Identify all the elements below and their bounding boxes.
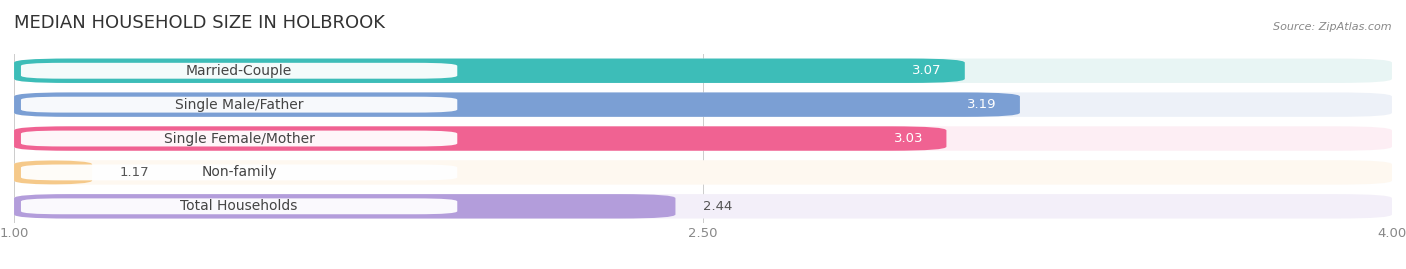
Text: Married-Couple: Married-Couple	[186, 64, 292, 78]
Text: Source: ZipAtlas.com: Source: ZipAtlas.com	[1274, 22, 1392, 32]
FancyBboxPatch shape	[14, 93, 1019, 117]
FancyBboxPatch shape	[14, 194, 675, 218]
FancyBboxPatch shape	[21, 165, 457, 180]
FancyBboxPatch shape	[14, 93, 1392, 117]
FancyBboxPatch shape	[21, 63, 457, 79]
Text: Single Female/Mother: Single Female/Mother	[163, 132, 315, 146]
FancyBboxPatch shape	[21, 97, 457, 112]
Text: 1.17: 1.17	[120, 166, 149, 179]
FancyBboxPatch shape	[14, 59, 965, 83]
Text: 3.19: 3.19	[967, 98, 997, 111]
FancyBboxPatch shape	[14, 126, 946, 151]
FancyBboxPatch shape	[21, 131, 457, 146]
Text: Single Male/Father: Single Male/Father	[174, 98, 304, 112]
FancyBboxPatch shape	[14, 160, 93, 185]
Text: 3.07: 3.07	[912, 64, 942, 77]
Text: Total Households: Total Households	[180, 199, 298, 213]
FancyBboxPatch shape	[21, 199, 457, 214]
FancyBboxPatch shape	[14, 194, 1392, 218]
FancyBboxPatch shape	[14, 126, 1392, 151]
FancyBboxPatch shape	[14, 59, 1392, 83]
FancyBboxPatch shape	[14, 160, 1392, 185]
Text: Non-family: Non-family	[201, 165, 277, 179]
Text: 3.03: 3.03	[894, 132, 924, 145]
Text: MEDIAN HOUSEHOLD SIZE IN HOLBROOK: MEDIAN HOUSEHOLD SIZE IN HOLBROOK	[14, 14, 385, 32]
Text: 2.44: 2.44	[703, 200, 733, 213]
